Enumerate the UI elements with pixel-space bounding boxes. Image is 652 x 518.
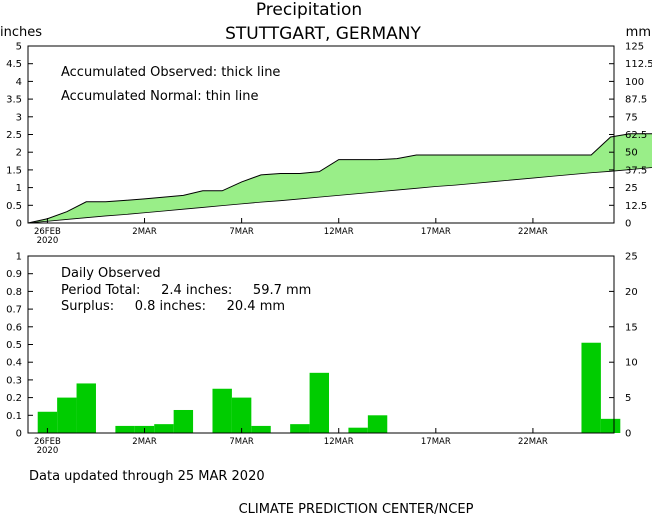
y-tick-label: 0.3	[6, 375, 22, 386]
x-tick-label: 2MAR	[132, 227, 157, 237]
y-tick-label: 0	[16, 429, 22, 440]
x-tick-year: 2020	[37, 446, 59, 456]
y-tick-label: 3.5	[6, 95, 22, 106]
y-right-tick-label: 62.5	[625, 130, 647, 141]
credit-text: CLIMATE PREDICTION CENTER/NCEP	[239, 502, 474, 517]
y-tick-label: 3	[16, 112, 22, 123]
x-tick-label: 2MAR	[132, 437, 157, 447]
y-right-tick-label: 50	[625, 148, 638, 159]
accumulated-observed-line	[27, 133, 652, 224]
observed-note: Accumulated Observed: thick line	[61, 65, 280, 80]
observed-area-fill	[28, 133, 652, 223]
y-right-tick-label: 10	[625, 358, 638, 369]
y-right-tick-label: 37.5	[625, 165, 647, 176]
daily-bar	[600, 418, 621, 433]
accumulated-normal-line	[27, 167, 652, 224]
y-right-tick-label: 12.5	[625, 201, 647, 212]
y-tick-label: 1	[16, 252, 22, 263]
chart-title: Precipitation	[256, 0, 362, 20]
y-tick-label: 0.4	[6, 358, 22, 369]
daily-bar	[581, 342, 601, 433]
daily-bar	[231, 397, 252, 433]
daily-bar	[37, 411, 58, 433]
x-tick-label: 26FEB	[34, 437, 61, 447]
accumulated-lines	[27, 133, 652, 224]
y-tick-label: 0.5	[6, 340, 22, 351]
x-tick-label: 22MAR	[518, 437, 548, 447]
daily-bar	[115, 425, 135, 433]
daily-bar	[212, 388, 232, 433]
y-tick-label: 2	[16, 148, 22, 159]
y-tick-label: 0.6	[6, 322, 22, 333]
y-tick-label: 0.2	[6, 393, 22, 404]
y-tick-label: 0.1	[6, 411, 22, 422]
y-right-tick-label: 20	[625, 287, 638, 298]
x-tick-label: 17MAR	[421, 437, 451, 447]
daily-bar	[251, 425, 271, 433]
surplus-text: Surplus: 0.8 inches: 20.4 mm	[61, 299, 285, 314]
daily-observed-label: Daily Observed	[61, 266, 161, 281]
daily-bar	[348, 427, 368, 433]
y-tick-label: 2.5	[6, 130, 22, 141]
x-tick-label: 22MAR	[518, 227, 548, 237]
x-tick-label: 7MAR	[229, 227, 254, 237]
x-tick-label: 17MAR	[421, 227, 451, 237]
chart-subtitle: STUTTGART, GERMANY	[225, 24, 421, 44]
y-tick-label: 0.5	[6, 201, 22, 212]
y-tick-label: 4	[16, 77, 22, 88]
y-tick-label: 1.5	[6, 165, 22, 176]
daily-bar	[367, 415, 388, 433]
y-right-tick-label: 5	[625, 393, 631, 404]
daily-bar	[309, 372, 330, 433]
y-right-tick-label: 112.5	[625, 59, 652, 70]
x-tick-label: 12MAR	[324, 227, 354, 237]
y-tick-label: 0	[16, 219, 22, 230]
period-total-text: Period Total: 2.4 inches: 59.7 mm	[61, 283, 311, 298]
y-right-tick-label: 0	[625, 429, 631, 440]
normal-note: Accumulated Normal: thin line	[61, 89, 259, 104]
y-right-tick-label: 75	[625, 112, 638, 123]
daily-bar	[57, 397, 77, 433]
daily-bar	[154, 424, 174, 433]
observed-minus-normal-area	[28, 133, 652, 223]
y-tick-label: 0.9	[6, 269, 22, 280]
y-tick-label: 1	[16, 183, 22, 194]
daily-bar	[173, 409, 194, 433]
y-tick-label: 0.8	[6, 287, 22, 298]
right-unit-label: mm	[626, 25, 651, 40]
data-updated-text: Data updated through 25 MAR 2020	[29, 469, 265, 484]
y-right-tick-label: 25	[625, 252, 638, 263]
daily-bars	[37, 342, 621, 433]
y-right-tick-label: 100	[625, 77, 644, 88]
y-tick-label: 0.7	[6, 305, 22, 316]
left-unit-label: inches	[0, 25, 42, 40]
y-right-tick-label: 87.5	[625, 95, 647, 106]
top-y-axis: 00.511.522.533.544.55012.52537.55062.575…	[6, 42, 652, 230]
daily-bar	[76, 383, 96, 433]
y-right-tick-label: 25	[625, 183, 638, 194]
y-right-tick-label: 125	[625, 42, 644, 53]
y-tick-label: 5	[16, 42, 22, 53]
x-tick-label: 12MAR	[324, 437, 354, 447]
x-tick-label: 26FEB	[34, 227, 61, 237]
x-tick-label: 7MAR	[229, 437, 254, 447]
y-right-tick-label: 0	[625, 219, 631, 230]
y-tick-label: 4.5	[6, 59, 22, 70]
x-tick-year: 2020	[37, 236, 59, 246]
y-right-tick-label: 15	[625, 322, 638, 333]
daily-bar	[290, 424, 310, 433]
